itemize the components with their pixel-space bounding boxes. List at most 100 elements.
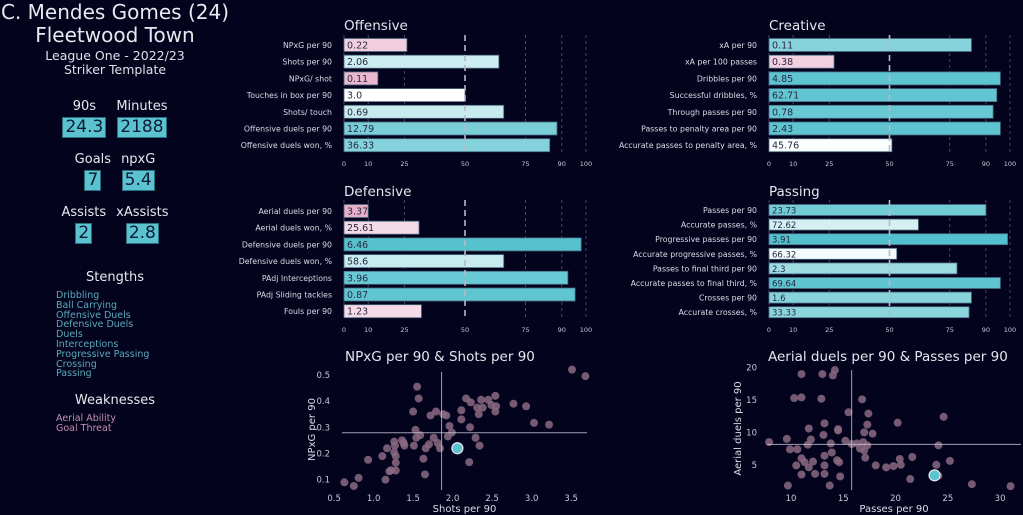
bar xyxy=(768,104,994,119)
scatter-1-point xyxy=(474,410,483,419)
bar-value: 0.11 xyxy=(772,41,793,52)
scatter-1-point xyxy=(491,407,500,416)
bar-value: 3.0 xyxy=(347,91,362,102)
scatter-2-point xyxy=(908,453,917,462)
scatter-1-point xyxy=(466,398,475,407)
scatter-1-x-label: Shots per 90 xyxy=(433,504,497,515)
scatter-2-point xyxy=(934,441,943,450)
scatter-1-y-tick: 0.3 xyxy=(316,423,330,433)
passing-title: Passing xyxy=(769,184,820,200)
passing-tick-label: 90 xyxy=(982,326,990,334)
scatter-1-point xyxy=(442,411,451,420)
stat-label: Assists xyxy=(61,205,107,220)
scatter-1-point xyxy=(477,395,486,404)
bar xyxy=(768,247,898,260)
scatter-1-point xyxy=(340,478,349,487)
scatter-1-point xyxy=(475,441,484,450)
scatter-2-point xyxy=(783,481,792,490)
strengths-heading: Stengths xyxy=(86,270,144,285)
scatter-2-point xyxy=(793,445,802,454)
scatter-2-point xyxy=(967,480,976,489)
strength-item: Crossing xyxy=(56,358,97,370)
bar-value: 2.3 xyxy=(772,265,786,275)
scatter-1-point xyxy=(445,421,454,430)
stat-value: 24.3 xyxy=(62,117,107,138)
bar xyxy=(343,104,505,119)
scatter-2-point xyxy=(808,457,817,466)
scatter-1-point xyxy=(391,466,400,475)
scatter-2-point xyxy=(804,463,813,472)
offensive-tick-label: 0 xyxy=(342,160,346,168)
scatter-2-point xyxy=(871,461,880,470)
scatter-2-point xyxy=(945,456,954,465)
player-summary: C. Mendes Gomes (24) Fleetwood Town Leag… xyxy=(0,0,230,434)
bar-label: Accurate progressive passes, % xyxy=(633,250,757,259)
bar-value: 66.32 xyxy=(772,250,796,260)
passing-tick-label: 0 xyxy=(767,326,771,334)
scatter-1-point xyxy=(383,444,392,453)
bar xyxy=(343,88,466,102)
scatter-2-x-tick: 30 xyxy=(995,494,1006,504)
bar-label: xA per 90 xyxy=(719,41,757,50)
bar-label: PAdj Interceptions xyxy=(262,274,332,283)
bar xyxy=(768,54,835,69)
bar-label: Defensive duels per 90 xyxy=(242,240,332,249)
bar-label: Passes per 90 xyxy=(703,206,757,215)
creative-tick-label: 50 xyxy=(885,160,893,168)
bar xyxy=(768,277,1001,289)
scatter-2-point xyxy=(889,462,898,471)
scatter-1-y-tick: 0.1 xyxy=(316,476,330,486)
defensive-tick-label: 75 xyxy=(521,326,529,334)
scatter-2-point xyxy=(864,409,873,418)
bar-value: 3.37 xyxy=(347,207,368,218)
scatter-2-point xyxy=(834,425,843,434)
bar-label: Accurate passes to penalty area, % xyxy=(619,141,757,150)
bar-label: Accurate passes to final third, % xyxy=(631,279,757,288)
passing-tick-label: 75 xyxy=(946,326,954,334)
passing-tick-label: 25 xyxy=(825,326,833,334)
scatter-2-point xyxy=(785,445,794,454)
stat-row: Goals 7 npxG 5.4 xyxy=(0,152,230,191)
scatter-2-y-tick: 5 xyxy=(752,461,757,471)
bar-label: NPxG/ shot xyxy=(289,74,332,83)
bar xyxy=(768,71,1001,86)
bar xyxy=(768,38,972,52)
bar-value: 4.85 xyxy=(772,74,793,85)
scatter-1-point xyxy=(471,433,480,442)
scatter-1-point xyxy=(390,441,399,450)
scatter-2-point xyxy=(858,395,867,404)
scatter-2-point xyxy=(797,470,806,479)
bar-value: 6.46 xyxy=(347,240,368,251)
bar xyxy=(768,291,972,304)
bar xyxy=(343,138,551,153)
scatter-2-point xyxy=(797,370,806,379)
scatter-1-x-tick: 1.0 xyxy=(367,494,381,504)
bar xyxy=(343,270,569,285)
scatter-1-point xyxy=(567,365,576,374)
bar-label: Accurate crosses, % xyxy=(679,308,757,317)
scatter-1-point xyxy=(349,481,358,490)
scatter-1-point xyxy=(509,399,518,408)
bar-label: Dribbles per 90 xyxy=(697,74,757,83)
bar-value: 2.06 xyxy=(347,57,368,68)
scatter-2-x-tick: 10 xyxy=(786,494,797,504)
bar xyxy=(343,254,505,269)
defensive-title: Defensive xyxy=(344,184,411,200)
scatter-2-point xyxy=(792,461,801,470)
bar-value: 45.76 xyxy=(772,141,799,152)
scatter-1-x-tick: 0.5 xyxy=(327,494,341,504)
stat-goals: Goals 7 xyxy=(75,152,111,191)
scatter-1-point xyxy=(473,403,482,412)
bar-value: 62.71 xyxy=(772,91,799,102)
bar-label: Passes to penalty area per 90 xyxy=(641,125,757,134)
scatter-2-point xyxy=(827,448,836,457)
league-season: League One - 2022/23 xyxy=(45,48,185,63)
stat-npxg: npxG 5.4 xyxy=(121,152,155,191)
scatter-2-x-tick: 25 xyxy=(942,494,953,504)
scatter-2-highlight-point xyxy=(928,469,941,482)
bar-label: Passes to final third per 90 xyxy=(653,264,757,273)
scatter-2-point xyxy=(906,475,915,484)
bar-label: Shots per 90 xyxy=(282,58,332,67)
stat-row: 90s 24.3 Minutes 2188 xyxy=(0,99,230,138)
scatter-2-point xyxy=(882,463,891,472)
